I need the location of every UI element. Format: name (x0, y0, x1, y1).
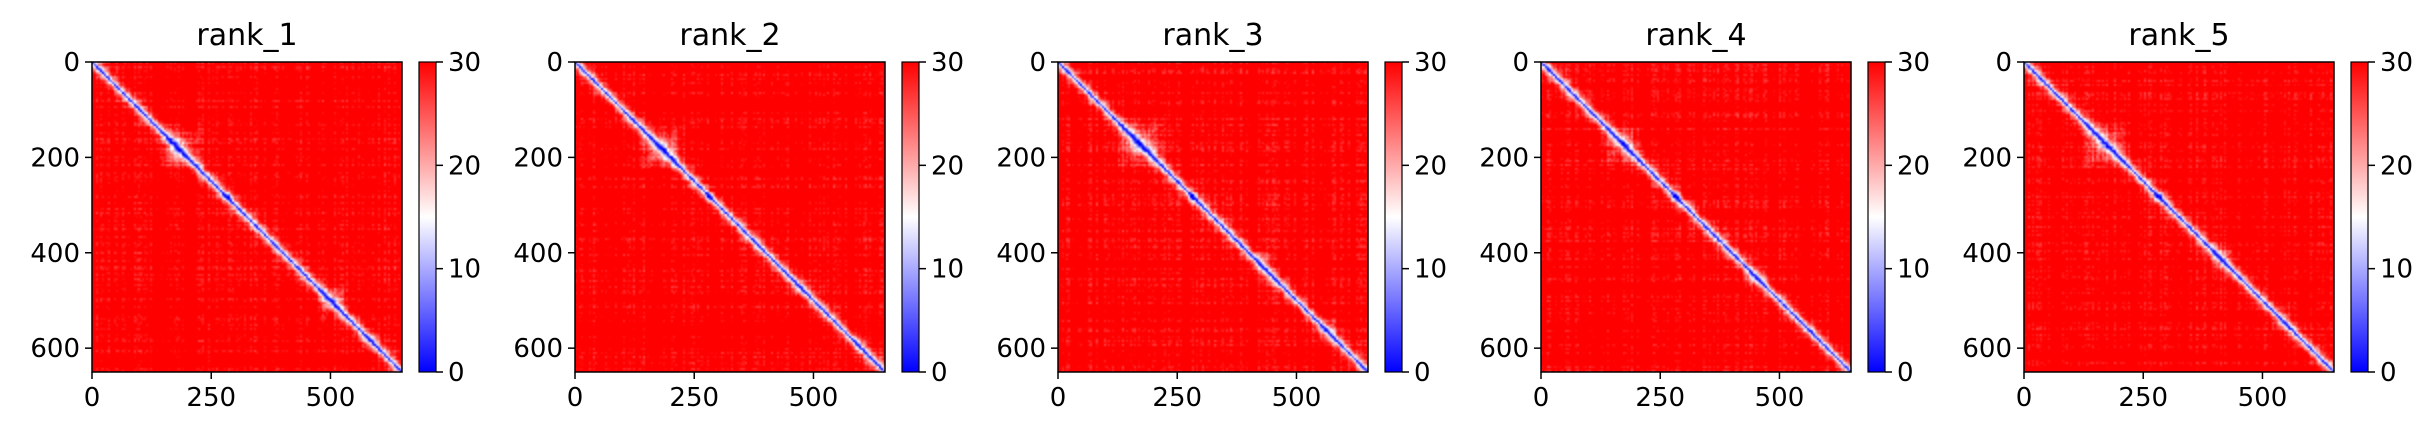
axes-frame (2023, 61, 2335, 373)
y-tick-label: 400 (996, 239, 1046, 269)
x-tick-label: 500 (1755, 383, 1805, 413)
colorbar-tick-label: 30 (931, 48, 964, 78)
x-tick-label: 0 (567, 383, 584, 413)
heatmap-image (2024, 62, 2334, 372)
x-tick-label: 500 (306, 383, 356, 413)
colorbar-tick-label: 0 (2380, 358, 2397, 388)
heatmap-image (575, 62, 885, 372)
colorbar (418, 61, 437, 373)
y-tick-label: 200 (30, 143, 80, 173)
y-tick-label: 0 (1029, 48, 1046, 78)
x-tick-label: 250 (1152, 383, 1202, 413)
y-tick-label: 400 (30, 239, 80, 269)
colorbar-tick-label: 20 (448, 151, 481, 181)
x-tick-label: 250 (186, 383, 236, 413)
axes-frame (574, 61, 886, 373)
y-tick-label: 400 (513, 239, 563, 269)
y-tick-label: 600 (1962, 334, 2012, 364)
x-tick-label: 0 (1050, 383, 1067, 413)
y-tick-label: 200 (1962, 143, 2012, 173)
colorbar-tick-label: 10 (1897, 255, 1930, 285)
x-tick-label: 0 (2016, 383, 2033, 413)
colorbar-tick-label: 20 (2380, 151, 2413, 181)
axes-frame (1057, 61, 1369, 373)
y-tick-label: 0 (1512, 48, 1529, 78)
colorbar-tick-label: 0 (1897, 358, 1914, 388)
colorbar-tick-label: 10 (1414, 255, 1447, 285)
y-tick-label: 600 (996, 334, 1046, 364)
x-tick-label: 0 (1533, 383, 1550, 413)
x-tick-label: 500 (2238, 383, 2288, 413)
colorbar-tick-label: 0 (448, 358, 465, 388)
heatmap-image (1541, 62, 1851, 372)
colorbar-tick-label: 30 (448, 48, 481, 78)
heatmap-image (1058, 62, 1368, 372)
y-tick-label: 600 (513, 334, 563, 364)
heatmap-image (92, 62, 402, 372)
x-tick-label: 250 (669, 383, 719, 413)
colorbar (2350, 61, 2369, 373)
chart-title: rank_4 (1645, 18, 1746, 53)
colorbar-tick-label: 20 (1897, 151, 1930, 181)
y-tick-label: 200 (1479, 143, 1529, 173)
axes-frame (91, 61, 403, 373)
x-tick-label: 500 (789, 383, 839, 413)
y-tick-label: 400 (1479, 239, 1529, 269)
y-tick-label: 600 (1479, 334, 1529, 364)
y-tick-label: 600 (30, 334, 80, 364)
y-tick-label: 0 (1995, 48, 2012, 78)
y-tick-label: 200 (513, 143, 563, 173)
chart-title: rank_3 (1162, 18, 1263, 53)
colorbar (901, 61, 920, 373)
chart-title: rank_1 (196, 18, 297, 53)
y-tick-label: 200 (996, 143, 1046, 173)
colorbar (1384, 61, 1403, 373)
chart-title: rank_5 (2128, 18, 2229, 53)
y-tick-label: 400 (1962, 239, 2012, 269)
colorbar-tick-label: 0 (931, 358, 948, 388)
colorbar-tick-label: 10 (2380, 255, 2413, 285)
colorbar (1867, 61, 1886, 373)
colorbar-tick-label: 10 (931, 255, 964, 285)
colorbar-tick-label: 30 (2380, 48, 2413, 78)
colorbar-tick-label: 30 (1897, 48, 1930, 78)
y-tick-label: 0 (546, 48, 563, 78)
x-tick-label: 500 (1272, 383, 1322, 413)
x-tick-label: 0 (84, 383, 101, 413)
colorbar-tick-label: 20 (931, 151, 964, 181)
colorbar-tick-label: 0 (1414, 358, 1431, 388)
colorbar-tick-label: 30 (1414, 48, 1447, 78)
x-tick-label: 250 (1635, 383, 1685, 413)
x-tick-label: 250 (2118, 383, 2168, 413)
axes-frame (1540, 61, 1852, 373)
y-tick-label: 0 (63, 48, 80, 78)
colorbar-tick-label: 20 (1414, 151, 1447, 181)
colorbar-tick-label: 10 (448, 255, 481, 285)
chart-title: rank_2 (679, 18, 780, 53)
